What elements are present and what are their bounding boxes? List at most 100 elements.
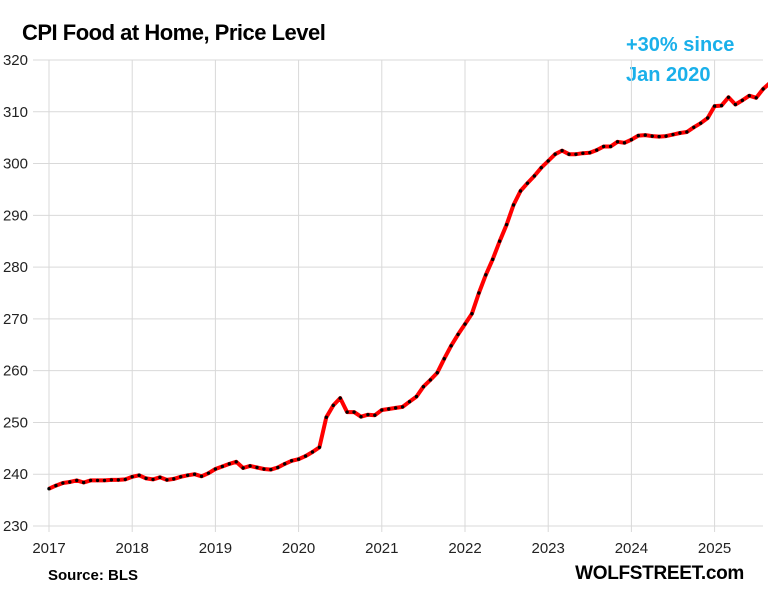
data-point: [289, 459, 294, 463]
data-point: [102, 478, 107, 483]
data-point: [435, 371, 439, 375]
data-point: [338, 396, 342, 400]
data-point: [165, 478, 169, 482]
data-point: [539, 165, 543, 170]
data-point: [761, 87, 765, 91]
data-point: [678, 131, 682, 135]
y-tick-label: 250: [3, 414, 28, 431]
source-label: Source: BLS: [48, 567, 139, 584]
x-tick-label: 2025: [698, 540, 731, 557]
annotation: +30% since Jan 2020: [626, 30, 754, 90]
data-point: [68, 480, 72, 484]
data-point: [629, 138, 634, 142]
x-tick-label: 2018: [116, 540, 149, 557]
x-tick-label: 2023: [532, 540, 565, 557]
data-point: [407, 400, 412, 404]
data-point: [685, 130, 689, 134]
chart-title: CPI Food at Home, Price Level: [22, 20, 326, 45]
y-tick-label: 240: [3, 466, 28, 483]
data-point: [463, 322, 467, 326]
data-point: [276, 465, 280, 470]
data-point: [491, 257, 495, 262]
annotation-line-1: +30% since: [626, 34, 735, 56]
x-tick-label: 2019: [199, 540, 232, 557]
data-point: [574, 152, 578, 156]
data-point: [442, 357, 446, 361]
data-point: [137, 473, 141, 477]
data-point: [601, 144, 606, 149]
data-point: [615, 140, 620, 144]
data-point: [581, 151, 585, 155]
x-tick-label: 2020: [282, 540, 315, 557]
data-point: [636, 133, 641, 138]
data-point: [151, 477, 155, 482]
data-point: [671, 132, 675, 137]
data-point: [331, 403, 335, 408]
data-point: [296, 457, 301, 461]
data-point: [428, 378, 433, 382]
data-point: [206, 471, 211, 475]
data-point: [248, 464, 252, 468]
data-point: [303, 454, 308, 458]
y-tick-label: 280: [3, 259, 28, 276]
data-point: [116, 478, 121, 482]
data-point: [712, 104, 717, 108]
data-point: [719, 103, 724, 108]
data-point: [130, 475, 134, 479]
data-point: [588, 150, 592, 155]
data-point: [525, 181, 530, 185]
data-point: [317, 445, 322, 449]
data-point: [622, 141, 627, 145]
data-point: [345, 410, 349, 414]
data-point: [421, 385, 426, 389]
x-tick-label: 2017: [32, 540, 65, 557]
data-point: [255, 465, 259, 470]
data-point: [75, 478, 79, 483]
brand-label: WOLFSTREET.com: [575, 563, 744, 584]
data-point: [199, 474, 204, 478]
data-point: [359, 415, 363, 419]
data-point: [393, 406, 398, 410]
data-point: [726, 95, 731, 99]
y-tick-label: 260: [3, 363, 28, 380]
x-tick-label: 2022: [448, 540, 481, 557]
data-point: [754, 96, 758, 100]
data-point: [234, 460, 238, 464]
data-point: [546, 159, 550, 163]
data-point: [262, 467, 266, 471]
data-point: [109, 478, 114, 482]
data-point: [740, 98, 745, 103]
cpi-line: [48, 81, 768, 491]
data-point: [414, 394, 419, 399]
data-point: [477, 291, 481, 295]
data-point: [664, 134, 668, 138]
data-point: [449, 344, 453, 348]
data-point: [366, 412, 370, 417]
data-point: [172, 477, 176, 481]
data-point: [324, 415, 329, 419]
data-point: [400, 405, 405, 409]
data-point: [47, 487, 51, 491]
data-point: [95, 478, 100, 483]
data-point: [733, 102, 738, 107]
data-point: [470, 312, 474, 316]
y-tick-label: 270: [3, 311, 28, 328]
data-point: [532, 174, 537, 178]
data-point: [650, 134, 654, 138]
data-point: [484, 273, 488, 277]
data-point: [553, 152, 557, 156]
data-point: [608, 144, 613, 149]
data-point: [595, 148, 599, 152]
y-tick-label: 300: [3, 156, 28, 173]
data-point: [518, 189, 523, 193]
data-point: [158, 475, 162, 480]
data-point: [213, 467, 218, 471]
data-point: [699, 121, 703, 125]
data-point: [227, 462, 231, 466]
data-point: [144, 476, 148, 481]
data-point: [373, 413, 377, 417]
data-point: [310, 450, 315, 454]
data-point: [241, 466, 245, 470]
data-point: [269, 467, 273, 472]
